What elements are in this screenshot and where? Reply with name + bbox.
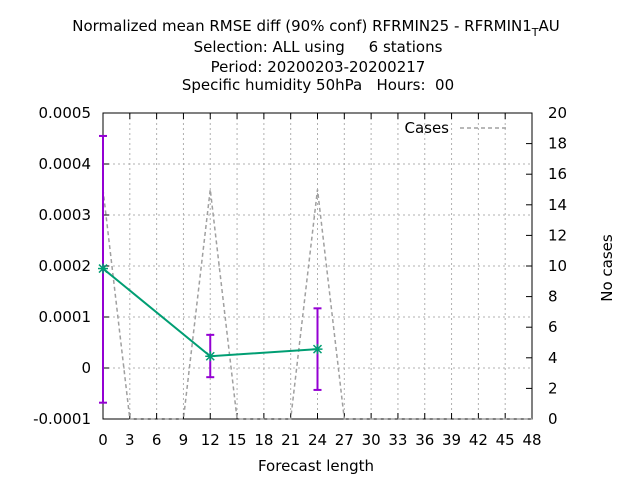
y2-tick-label: 4 xyxy=(548,349,558,367)
y2-tick-label: 2 xyxy=(548,379,558,397)
legend: Cases xyxy=(404,119,506,137)
y2-tick-label: 10 xyxy=(548,257,567,275)
y2-tick-label: 20 xyxy=(548,104,567,122)
data-point xyxy=(205,351,216,362)
series-layer xyxy=(98,134,532,420)
y-tick-label: 0.0004 xyxy=(39,155,92,173)
x-tick-label: 3 xyxy=(125,431,135,449)
y2-tick-label: 16 xyxy=(548,165,567,183)
y-tick-labels: -0.0001 0 0.0001 0.0002 0.0003 0.0004 0.0005 xyxy=(33,104,91,428)
data-point xyxy=(312,344,323,355)
title-line-4: Specific humidity 50hPa Hours: 00 xyxy=(182,76,454,94)
y2-tick-labels: 0 2 4 6 8 10 12 14 16 18 20 xyxy=(548,104,567,428)
title-suffix: AU xyxy=(539,17,560,35)
x-tick-labels: 0 3 6 9 12 15 18 21 24 27 30 33 36 39 42 45 48 xyxy=(98,431,541,449)
title-line-3: Period: 20200203-20200217 xyxy=(211,58,426,76)
x-tick-label: 9 xyxy=(179,431,189,449)
x-axis-label: Forecast length xyxy=(258,457,374,475)
x-tick-label: 15 xyxy=(228,431,247,449)
title-line-1: Normalized mean RMSE diff (90% conf) RFR… xyxy=(72,17,560,39)
y2-tick-label: 8 xyxy=(548,288,558,306)
data-point xyxy=(98,263,108,274)
x-tick-label: 48 xyxy=(522,431,541,449)
chart-title: Normalized mean RMSE diff (90% conf) RFR… xyxy=(72,17,560,94)
x-tick-label: 42 xyxy=(469,431,488,449)
x-tick-label: 21 xyxy=(281,431,300,449)
x-tick-label: 36 xyxy=(415,431,434,449)
x-tick-label: 30 xyxy=(362,431,381,449)
title-line-2: Selection: ALL using 6 stations xyxy=(194,38,443,56)
y-tick-label: 0.0001 xyxy=(39,308,92,326)
cases-line xyxy=(102,189,532,420)
y-tick-label: 0.0005 xyxy=(39,104,92,122)
x-tick-label: 45 xyxy=(496,431,515,449)
y2-tick-label: 6 xyxy=(548,318,558,336)
y2-axis-label: No cases xyxy=(598,234,616,302)
x-tick-label: 24 xyxy=(308,431,327,449)
x-tick-label: 18 xyxy=(254,431,273,449)
y-tick-label: 0 xyxy=(81,359,91,377)
x-tick-label: 0 xyxy=(98,431,108,449)
x-tick-label: 12 xyxy=(201,431,220,449)
y2-tick-label: 14 xyxy=(548,196,567,214)
y-tick-label: 0.0003 xyxy=(39,206,92,224)
x-tick-label: 39 xyxy=(442,431,461,449)
x-tick-label: 33 xyxy=(388,431,407,449)
legend-label-cases: Cases xyxy=(404,119,449,137)
y2-tick-label: 0 xyxy=(548,410,558,428)
x-tick-label: 27 xyxy=(335,431,354,449)
title-subscript: T xyxy=(531,26,539,39)
y2-tick-label: 18 xyxy=(548,135,567,153)
y2-tick-label: 12 xyxy=(548,226,567,244)
x-tick-label: 6 xyxy=(152,431,162,449)
y-tick-label: -0.0001 xyxy=(33,410,91,428)
y-tick-label: 0.0002 xyxy=(39,257,92,275)
